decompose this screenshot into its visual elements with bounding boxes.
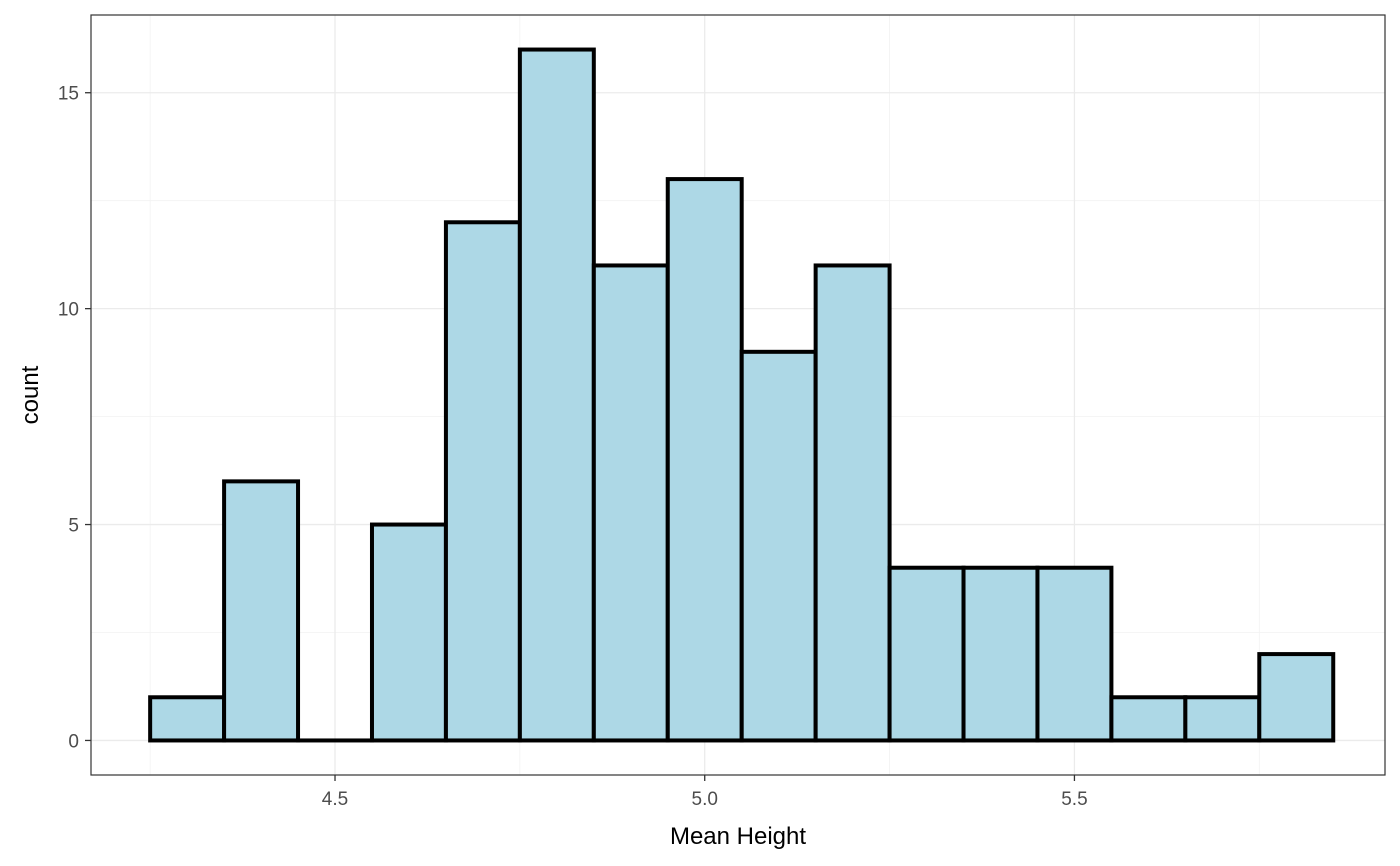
histogram-bar-8: [739, 349, 818, 743]
x-tick-label: 5.5: [1061, 789, 1087, 810]
y-tick-label: 15: [58, 84, 79, 105]
y-tick-label: 0: [68, 731, 79, 752]
histogram-bar-14: [1183, 695, 1262, 743]
x-axis-title: Mean Height: [670, 823, 806, 850]
histogram-bar-10: [887, 565, 966, 743]
histogram-bar-7: [665, 177, 744, 743]
histogram-bar-1: [222, 479, 301, 743]
histogram-bar-4: [443, 220, 522, 743]
histogram-bar-11: [961, 565, 1040, 743]
x-axis: 4.5 5.0 5.5: [322, 775, 1088, 810]
histogram-bar-12: [1035, 565, 1114, 743]
histogram-bar-13: [1109, 695, 1188, 743]
histogram-bar-6: [591, 263, 670, 743]
histogram-bars: [148, 47, 1336, 743]
y-axis: 0 5 10 15: [58, 84, 91, 752]
x-tick-label: 5.0: [692, 789, 718, 810]
y-axis-title: count: [17, 365, 44, 424]
x-tick-label: 4.5: [322, 789, 348, 810]
y-tick-label: 10: [58, 300, 79, 321]
histogram-bar-15: [1257, 652, 1336, 743]
y-tick-label: 5: [68, 516, 79, 537]
histogram-bar-3: [369, 522, 448, 743]
histogram-bar-5: [517, 47, 596, 743]
histogram-bar-0: [148, 695, 227, 743]
histogram-bar-9: [813, 263, 892, 743]
panel-border: [90, 14, 1386, 776]
